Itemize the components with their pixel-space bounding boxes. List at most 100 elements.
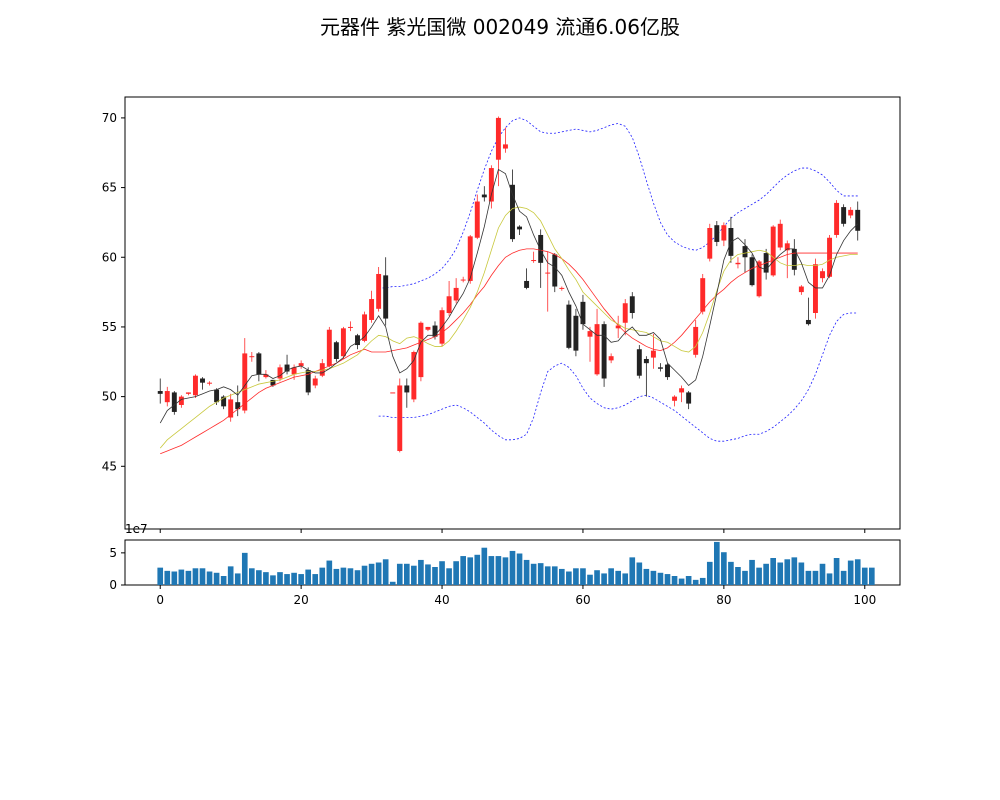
volume-bar	[636, 562, 643, 585]
price-y-tick-label: 60	[102, 250, 117, 264]
volume-bar	[446, 568, 452, 585]
candle-body	[214, 389, 220, 403]
volume-bar	[869, 567, 875, 585]
volume-bar	[396, 563, 403, 585]
candle-body	[834, 202, 840, 235]
candle-body	[488, 168, 494, 202]
candle-body	[200, 378, 205, 383]
candle-body	[347, 326, 353, 328]
volume-bar	[375, 562, 382, 585]
volume-bar	[516, 553, 523, 585]
candle-body	[425, 326, 431, 330]
candle-body	[362, 314, 368, 341]
candle-body	[707, 227, 713, 259]
candle-body	[693, 326, 699, 355]
candle-body	[665, 364, 670, 378]
candle-body	[566, 304, 572, 348]
volume-bar	[178, 569, 185, 585]
candlesticks	[157, 116, 861, 453]
candle-body	[221, 396, 227, 407]
volume-bar	[481, 547, 488, 585]
volume-bar	[305, 569, 311, 585]
candle-body	[418, 322, 424, 378]
volume-bar	[460, 556, 466, 585]
candle-body	[812, 264, 818, 313]
candle-body	[714, 225, 720, 242]
volume-bar	[326, 560, 333, 585]
volume-bar	[312, 574, 319, 585]
candle-body	[657, 367, 663, 369]
volume-bar	[650, 570, 657, 585]
volume-y-tick-label: 0	[109, 578, 117, 592]
price-y-tick-label: 55	[102, 320, 117, 334]
volume-y-tick-label: 5	[109, 546, 117, 560]
volume-offset-label: 1e7	[125, 522, 148, 536]
volume-bar	[333, 568, 340, 585]
volume-bar	[319, 567, 326, 585]
volume-bar	[277, 572, 283, 585]
candle-body	[841, 207, 847, 224]
candle-body	[249, 356, 255, 358]
candle-body	[777, 223, 783, 248]
candle-body	[538, 234, 544, 263]
candle-body	[735, 262, 741, 265]
volume-bar	[298, 574, 304, 585]
volume-bar	[495, 556, 502, 585]
candle-body	[643, 358, 649, 364]
volume-bar	[425, 564, 431, 585]
volume-bar	[439, 561, 445, 585]
volume-bar	[404, 563, 410, 585]
volume-bar	[847, 560, 854, 585]
candle-body	[650, 350, 656, 358]
price-x-ticks	[159, 529, 866, 533]
chart-title: 元器件 紫光国微 002049 流通6.06亿股	[320, 15, 680, 39]
volume-bar	[833, 558, 840, 585]
volume-bar	[685, 576, 692, 585]
volume-bar	[784, 559, 791, 585]
candle-body	[164, 391, 170, 403]
volume-bar	[819, 563, 826, 585]
volume-bar	[601, 573, 607, 585]
candle-body	[820, 271, 825, 279]
candle-body	[432, 325, 438, 337]
volume-bar	[573, 568, 579, 585]
volume-bar	[411, 565, 417, 585]
candle-body	[855, 209, 861, 231]
candle-body	[192, 375, 198, 396]
candle-body	[263, 374, 269, 378]
candle-body	[157, 391, 163, 394]
candle-body	[608, 356, 614, 361]
candle-body	[376, 273, 382, 309]
volume-bar	[826, 573, 833, 585]
volume-bar	[805, 570, 812, 585]
candle-body	[312, 378, 318, 386]
volume-bar	[382, 559, 389, 585]
candle-body	[742, 246, 748, 258]
volume-bar	[241, 552, 248, 585]
candle-body	[171, 392, 177, 412]
volume-bar	[594, 570, 600, 585]
volume-bar	[227, 566, 234, 585]
volume-bar	[678, 578, 685, 585]
candle-body	[404, 385, 410, 393]
candle-body	[178, 396, 184, 405]
volume-bar	[453, 561, 459, 585]
volume-x-tick-label: 60	[575, 593, 590, 607]
volume-bar	[164, 570, 171, 585]
candle-body	[319, 363, 325, 376]
volume-bar	[432, 567, 438, 585]
candle-body	[531, 260, 537, 262]
candle-body	[397, 385, 403, 451]
volume-bar	[714, 541, 720, 585]
candle-body	[207, 382, 213, 384]
volume-bar	[340, 567, 347, 585]
volume-bar	[199, 568, 206, 585]
volume-bar	[270, 575, 276, 585]
volume-bar	[812, 570, 819, 585]
candle-body	[559, 287, 565, 289]
volume-bar	[157, 567, 164, 585]
volume-x-tick-label: 40	[434, 593, 449, 607]
volume-bar	[861, 567, 868, 585]
volume-bar	[502, 557, 509, 585]
